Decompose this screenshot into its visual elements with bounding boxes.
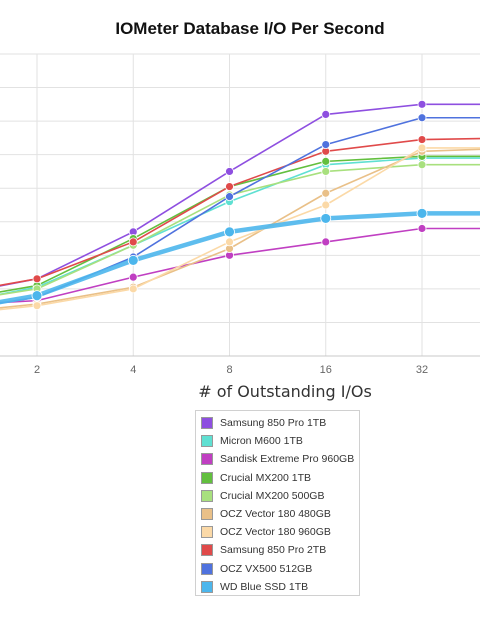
series-line bbox=[0, 227, 480, 304]
legend-item: Micron M600 1TB bbox=[196, 432, 359, 450]
legend-item: Crucial MX200 1TB bbox=[196, 469, 359, 487]
legend-item: OCZ Vector 180 960GB bbox=[196, 523, 359, 541]
legend-label: Crucial MX200 500GB bbox=[220, 489, 325, 502]
legend-swatch bbox=[201, 489, 213, 502]
legend-swatch bbox=[201, 580, 213, 593]
x-tick-label: 2 bbox=[34, 364, 40, 376]
legend-item: Sandisk Extreme Pro 960GB bbox=[196, 450, 359, 468]
line-chart: 2 4 8 16 32 bbox=[0, 53, 480, 376]
legend-item: Crucial MX200 500GB bbox=[196, 487, 359, 505]
legend-label: Samsung 850 Pro 1TB bbox=[220, 417, 327, 430]
legend: Samsung 850 Pro 1TB Micron M600 1TB Sandis… bbox=[195, 410, 360, 596]
legend-swatch bbox=[201, 544, 213, 557]
data-point bbox=[32, 274, 42, 284]
legend-swatch bbox=[201, 453, 213, 466]
data-point bbox=[127, 254, 139, 266]
legend-swatch bbox=[201, 435, 213, 448]
data-point bbox=[417, 143, 427, 153]
data-point bbox=[321, 167, 331, 176]
legend-item: Samsung 850 Pro 2TB bbox=[196, 541, 359, 559]
data-point bbox=[225, 182, 234, 191]
legend-swatch bbox=[201, 562, 213, 575]
data-point bbox=[321, 156, 331, 166]
legend-item: Samsung 850 Pro 1TB bbox=[196, 414, 359, 432]
legend-label: WD Blue SSD 1TB bbox=[220, 580, 309, 593]
data-point bbox=[225, 237, 234, 247]
data-point bbox=[417, 224, 427, 233]
legend-item: OCZ Vector 180 480GB bbox=[196, 505, 359, 523]
series-wd-blue-ssd-1tb bbox=[0, 207, 480, 305]
data-point bbox=[416, 207, 428, 219]
x-tick-label: 4 bbox=[130, 364, 136, 376]
x-axis-label: # of Outstanding I/Os bbox=[198, 382, 372, 401]
legend-label: Crucial MX200 1TB bbox=[220, 471, 312, 484]
legend-swatch bbox=[201, 508, 213, 521]
legend-swatch bbox=[201, 526, 213, 539]
data-point bbox=[321, 110, 331, 119]
data-point bbox=[31, 290, 43, 302]
data-point bbox=[321, 237, 331, 247]
data-point bbox=[417, 160, 427, 170]
chart-title: IOMeter Database I/O Per Second bbox=[115, 19, 385, 38]
data-point bbox=[417, 113, 427, 123]
data-point bbox=[320, 213, 332, 224]
legend-label: Micron M600 1TB bbox=[220, 435, 303, 448]
data-point bbox=[128, 284, 138, 294]
x-tick-label: 16 bbox=[320, 364, 332, 376]
legend-label: Sandisk Extreme Pro 960GB bbox=[220, 453, 355, 466]
grid bbox=[0, 53, 480, 357]
legend-label: OCZ VX500 512GB bbox=[220, 562, 313, 575]
data-point bbox=[225, 167, 234, 176]
x-tick-label: 32 bbox=[416, 364, 428, 376]
legend-item: WD Blue SSD 1TB bbox=[196, 578, 359, 596]
data-point bbox=[225, 192, 234, 202]
legend-label: OCZ Vector 180 960GB bbox=[220, 526, 331, 539]
data-point bbox=[417, 135, 427, 144]
series-ocz-vector-180-960gb bbox=[0, 143, 480, 311]
data-point bbox=[128, 237, 138, 247]
data-point bbox=[224, 226, 235, 238]
x-tick-label: 8 bbox=[226, 364, 232, 376]
series-lines bbox=[0, 99, 480, 311]
series-crucial-mx200-1tb bbox=[0, 151, 480, 293]
data-point bbox=[321, 200, 331, 210]
data-point bbox=[32, 301, 42, 311]
data-point bbox=[321, 188, 331, 198]
legend-item: OCZ VX500 512GB bbox=[196, 560, 359, 578]
legend-label: Samsung 850 Pro 2TB bbox=[220, 544, 327, 557]
data-point bbox=[321, 140, 331, 150]
legend-label: OCZ Vector 180 480GB bbox=[220, 508, 331, 521]
data-point bbox=[417, 99, 427, 109]
data-point bbox=[128, 272, 138, 282]
legend-swatch bbox=[201, 417, 213, 430]
series-samsung-850-pro-2tb bbox=[0, 135, 480, 287]
x-axis-ticks: 2 4 8 16 32 bbox=[34, 364, 428, 376]
legend-swatch bbox=[201, 471, 213, 484]
